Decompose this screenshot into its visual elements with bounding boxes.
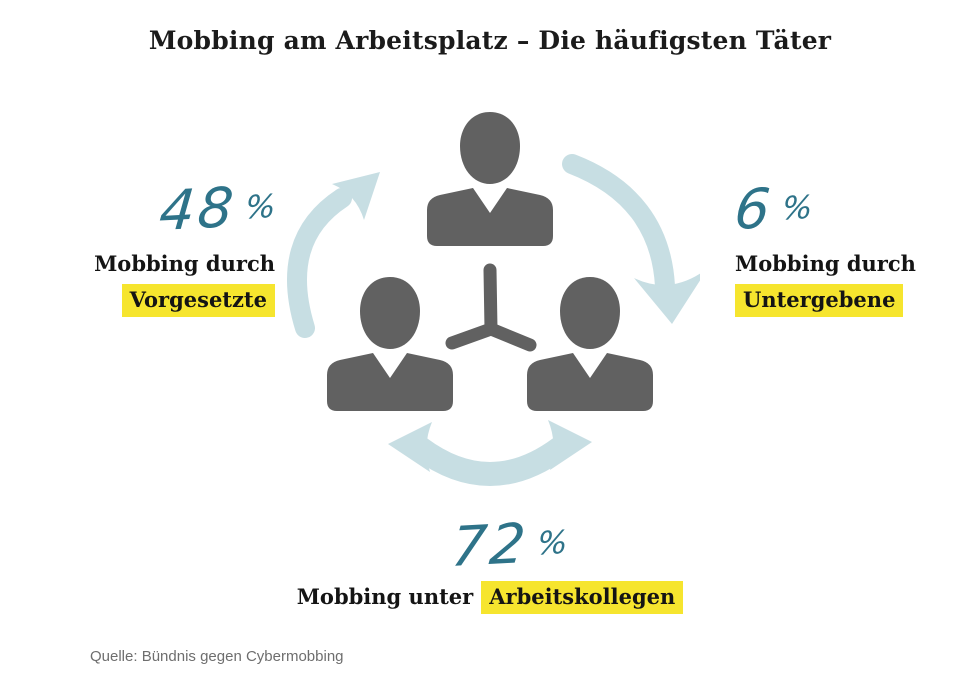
arrow-up-left-curve [287, 188, 352, 338]
percent-sign: % [243, 187, 277, 227]
percent-sign: % [535, 523, 570, 563]
stat-vorgesetzte-highlight: Vorgesetzte [121, 284, 275, 317]
hub-connector-icon [445, 263, 537, 352]
person-right-icon [527, 277, 653, 411]
stat-untergebene: 6% Mobbing durch Untergebene [731, 172, 965, 317]
arrow-bottom-curve [408, 436, 572, 486]
arrowhead-down-icon [634, 273, 700, 324]
arrowhead-up-right-icon [332, 172, 380, 220]
arrowhead-left-icon [388, 422, 432, 472]
stat-value-row: 48% [60, 172, 276, 245]
stat-value-row: 72% [0, 508, 980, 581]
highlight-row: Vorgesetzte [60, 284, 275, 317]
source-note: Quelle: Bündnis gegen Cybermobbing [90, 648, 344, 665]
cycle-arrowheads [332, 172, 700, 472]
arrowhead-right-icon [548, 420, 592, 470]
stat-value-row: 6% [731, 172, 965, 245]
stat-arbeitskollegen: 72% Mobbing unter Arbeitskollegen [0, 508, 980, 614]
percent-sign: % [780, 187, 815, 228]
page-title: Mobbing am Arbeitsplatz – Die häufigsten… [148, 26, 832, 55]
stat-untergebene-label: Mobbing durch [735, 251, 916, 276]
arrow-down-right-curve [562, 154, 675, 296]
stat-vorgesetzte-label: Mobbing durch [94, 251, 275, 276]
person-left-icon [327, 277, 453, 411]
stat-vorgesetzte: 48% Mobbing durch Vorgesetzte [60, 172, 277, 317]
people-cycle-graphic [287, 112, 700, 486]
cycle-arrows [287, 154, 675, 486]
stat-arbeitskollegen-highlight: Arbeitskollegen [481, 581, 684, 614]
stat-untergebene-highlight: Untergebene [735, 284, 904, 317]
person-top-icon [427, 112, 553, 246]
highlight-row: Untergebene [735, 284, 965, 317]
stat-arbeitskollegen-label-row: Mobbing unter Arbeitskollegen [0, 581, 980, 614]
stat-arbeitskollegen-label: Mobbing unter [296, 584, 474, 609]
stat-vorgesetzte-value: 48% [156, 175, 277, 243]
stat-untergebene-value: 6% [731, 176, 815, 242]
stat-arbeitskollegen-value: 72% [449, 511, 570, 579]
